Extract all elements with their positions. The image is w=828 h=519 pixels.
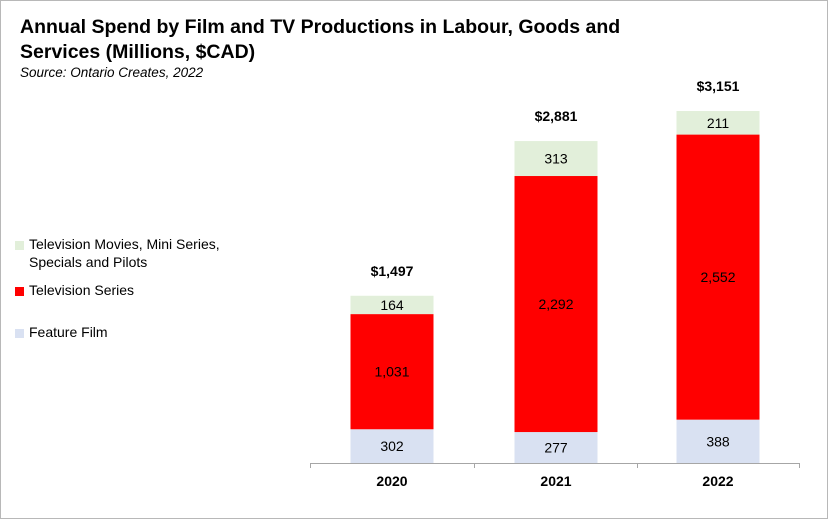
data-label-feature-film-2022: 388 — [706, 433, 730, 449]
bar-tv-movies-2022 — [676, 111, 760, 135]
legend-label-television-series: Television Series — [29, 282, 135, 298]
bar-television-series-2022 — [676, 134, 760, 420]
data-label-tv-movies-2020: 164 — [380, 297, 404, 313]
bar-feature-film-2021 — [514, 432, 598, 463]
legend-swatch-tv-movies — [15, 241, 24, 250]
total-label-2022: $3,151 — [697, 78, 740, 94]
data-label-television-series-2020: 1,031 — [374, 364, 409, 380]
legend-swatch-television-series — [15, 287, 24, 296]
legend-swatch-feature-film — [15, 329, 24, 338]
x-tick-label-2020: 2020 — [376, 473, 407, 489]
bar-tv-movies-2020 — [350, 295, 434, 315]
legend-label-feature-film: Feature Film — [29, 324, 108, 340]
bar-tv-movies-2021 — [514, 141, 598, 177]
x-tick-label-2022: 2022 — [702, 473, 733, 489]
legend-item-television-series: Television Series — [15, 281, 275, 299]
bar-television-series-2020 — [350, 314, 434, 430]
legend-label-tv-movies-line2: Specials and Pilots — [29, 254, 148, 270]
bar-feature-film-2022 — [676, 419, 760, 463]
legend-item-feature-film: Feature Film — [15, 323, 275, 341]
chart-subtitle: Source: Ontario Creates, 2022 — [20, 65, 204, 80]
data-label-television-series-2022: 2,552 — [700, 269, 735, 285]
data-label-television-series-2021: 2,292 — [538, 296, 573, 312]
chart-legend: Television Movies, Mini Series, Specials… — [15, 235, 275, 341]
chart-title: Annual Spend by Film and TV Productions … — [20, 16, 621, 63]
data-label-tv-movies-2021: 313 — [544, 151, 568, 167]
x-tick-label-2021: 2021 — [540, 473, 571, 489]
data-label-feature-film-2020: 302 — [380, 438, 404, 454]
total-label-2021: $2,881 — [535, 108, 578, 124]
total-label-2020: $1,497 — [371, 263, 414, 279]
legend-label-tv-movies-line1: Television Movies, Mini Series, — [29, 236, 220, 252]
data-label-tv-movies-2022: 211 — [707, 115, 730, 131]
bar-feature-film-2020 — [350, 429, 434, 463]
data-label-feature-film-2021: 277 — [544, 440, 568, 456]
bar-television-series-2021 — [514, 176, 598, 433]
legend-item-tv-movies: Television Movies, Mini Series, Specials… — [15, 235, 275, 271]
